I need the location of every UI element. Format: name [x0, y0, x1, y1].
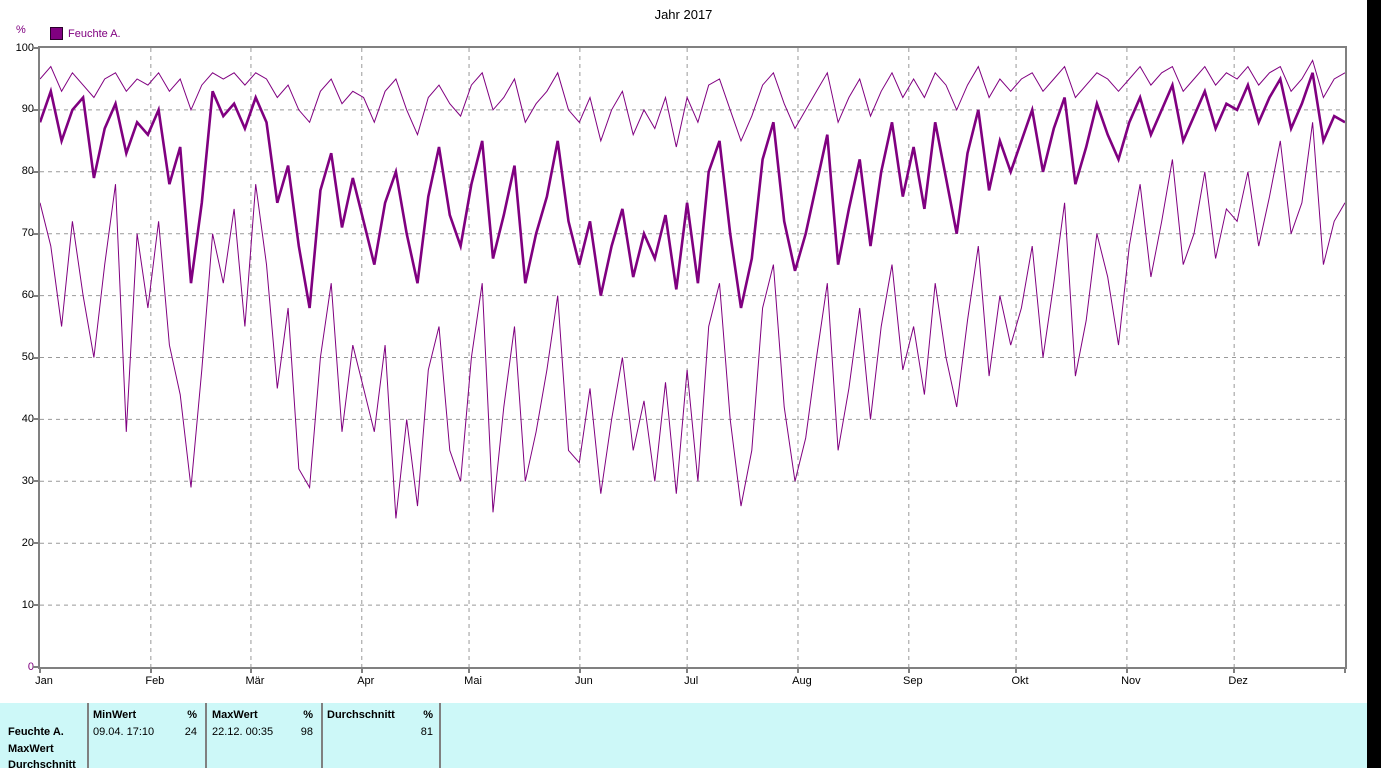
- y-axis-tick-label: 40: [21, 412, 34, 425]
- legend-color-swatch-icon: [50, 27, 63, 40]
- y-axis-tick-label: 60: [21, 289, 34, 302]
- y-axis-tick-mark: [33, 170, 39, 173]
- y-axis-tick-label: 80: [21, 165, 34, 178]
- table-value-max: 98: [300, 726, 313, 738]
- table-value-min-datetime: 09.04. 17:10: [93, 726, 155, 738]
- x-axis-tick-mark: [468, 669, 471, 673]
- legend: Feuchte A.: [50, 27, 121, 40]
- y-axis-tick-mark: [33, 604, 39, 607]
- legend-series-label: Feuchte A.: [68, 27, 121, 40]
- x-axis-tick-mark: [796, 669, 799, 673]
- series-line-max: [40, 59, 1345, 148]
- table-divider: [321, 703, 323, 768]
- x-axis-tick-mark: [1233, 669, 1236, 673]
- table-row-label-maxwert: MaxWert: [8, 743, 54, 755]
- table-divider: [205, 703, 207, 768]
- x-axis-tick-mark: [1344, 669, 1346, 673]
- table-row-label-series: Feuchte A.: [8, 726, 64, 738]
- y-axis-tick-mark: [33, 232, 39, 235]
- x-axis-tick-mark: [907, 669, 910, 673]
- table-header-maxwert-unit: %: [303, 709, 313, 721]
- y-axis-tick-mark: [33, 294, 39, 297]
- table-divider: [87, 703, 89, 768]
- x-axis-month-label: Jan: [35, 675, 53, 687]
- x-axis-month-label: Jun: [575, 675, 593, 687]
- y-axis-tick-label: 100: [15, 41, 34, 54]
- y-axis-tick-label: 70: [21, 227, 34, 240]
- y-axis-tick-label: 90: [21, 103, 34, 116]
- table-divider: [439, 703, 441, 768]
- x-axis-month-label: Dez: [1228, 675, 1248, 687]
- x-axis-month-label: Apr: [357, 675, 375, 687]
- table-header-maxwert: MaxWert: [212, 709, 258, 721]
- x-axis-month-label: Mai: [464, 675, 482, 687]
- x-axis-tick-mark: [578, 669, 581, 673]
- y-axis-tick-label: 10: [21, 598, 34, 611]
- x-axis-month-label: Nov: [1121, 675, 1141, 687]
- stats-table: Feuchte A. MaxWert Durchschnitt MinWert …: [0, 703, 1367, 768]
- x-axis-month-label: Sep: [903, 675, 923, 687]
- table-value-min: 24: [184, 726, 197, 738]
- y-axis-tick-mark: [33, 108, 39, 111]
- table-row-label-durchschnitt: Durchschnitt: [8, 759, 76, 768]
- series-line-min: [40, 122, 1345, 519]
- table-value-max-datetime: 22.12. 00:35: [212, 726, 274, 738]
- y-axis-tick-mark: [33, 47, 39, 49]
- table-header-minwert: MinWert: [93, 709, 137, 721]
- series-line-mean: [40, 72, 1345, 309]
- table-header-minwert-unit: %: [187, 709, 197, 721]
- y-axis-tick-mark: [33, 418, 39, 421]
- x-axis-tick-mark: [1015, 669, 1018, 673]
- table-value-mean: 81: [420, 726, 433, 738]
- chart-title: Jahr 2017: [654, 7, 713, 22]
- x-axis-month-label: Jul: [684, 675, 699, 687]
- y-axis-tick-label: 0: [27, 660, 34, 673]
- y-axis-tick-mark: [33, 666, 39, 668]
- table-header-durchschnitt: Durchschnitt: [327, 709, 395, 721]
- screen-edge-black-strip: [1367, 0, 1381, 768]
- plot-area: [38, 46, 1347, 669]
- x-axis-tick-mark: [249, 669, 252, 673]
- y-axis-tick-mark: [33, 542, 39, 545]
- y-axis-unit-label: %: [16, 24, 26, 36]
- x-axis-month-label: Aug: [792, 675, 812, 687]
- y-axis-tick-mark: [33, 356, 39, 359]
- chart-canvas: [40, 48, 1345, 667]
- y-axis-tick-label: 20: [21, 536, 34, 549]
- x-axis-tick-mark: [360, 669, 363, 673]
- x-axis-tick-mark: [686, 669, 689, 673]
- x-axis-month-label: Feb: [145, 675, 165, 687]
- x-axis-month-label: Okt: [1011, 675, 1029, 687]
- y-axis-tick-mark: [33, 480, 39, 483]
- x-axis-tick-mark: [39, 669, 41, 673]
- table-header-durchschnitt-unit: %: [423, 709, 433, 721]
- y-axis-tick-label: 30: [21, 474, 34, 487]
- x-axis-tick-mark: [149, 669, 152, 673]
- x-axis-tick-mark: [1125, 669, 1128, 673]
- y-axis-tick-label: 50: [21, 351, 34, 363]
- x-axis-month-label: Mär: [245, 675, 265, 687]
